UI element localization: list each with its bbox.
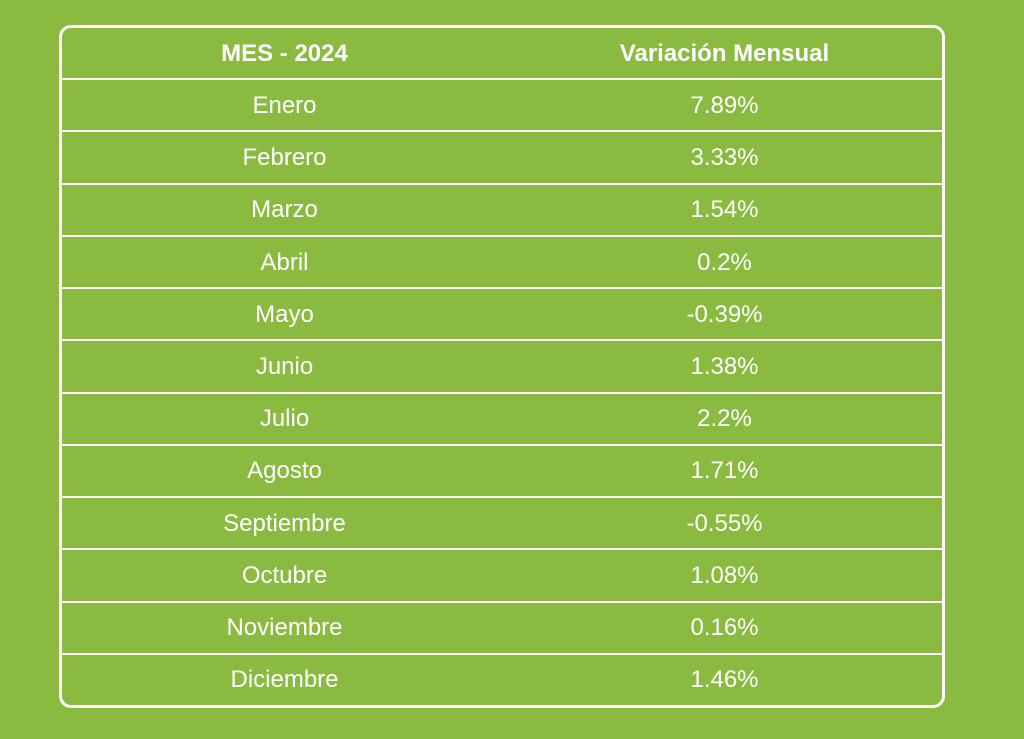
header-variation: Variación Mensual	[619, 39, 830, 67]
table-row: Enero 7.89%	[62, 78, 942, 130]
cell-variation: 1.38%	[690, 353, 759, 381]
table-row: Junio 1.38%	[62, 339, 942, 391]
cell-variation: -0.55%	[686, 509, 763, 537]
table-row: Agosto 1.71%	[62, 443, 942, 496]
cell-variation: 1.71%	[690, 457, 759, 485]
cell-variation: 2.2%	[697, 405, 752, 433]
cell-variation: 1.08%	[690, 561, 759, 589]
cell-month: Marzo	[251, 196, 318, 224]
monthly-variation-table: MES - 2024 Variación Mensual Enero 7.89% F…	[59, 25, 945, 708]
cell-month: Febrero	[242, 144, 327, 172]
table-row: Septiembre -0.55%	[62, 496, 942, 548]
table-row: Julio 2.2%	[62, 391, 942, 444]
cell-variation: 7.89%	[690, 91, 759, 119]
table-row: Abril 0.2%	[62, 234, 942, 287]
cell-month: Septiembre	[223, 509, 346, 537]
cell-month: Agosto	[247, 457, 322, 485]
cell-variation: -0.39%	[686, 300, 763, 328]
cell-month: Diciembre	[230, 666, 339, 694]
cell-month: Junio	[255, 353, 314, 381]
table-row: Marzo 1.54%	[62, 182, 942, 235]
table-row: Diciembre 1.46%	[62, 652, 942, 705]
cell-variation: 3.33%	[690, 144, 759, 172]
cell-month: Abril	[260, 248, 309, 276]
cell-month: Julio	[259, 405, 310, 433]
cell-variation: 1.54%	[690, 196, 759, 224]
cell-month: Enero	[252, 91, 317, 119]
header-month: MES - 2024	[221, 39, 348, 67]
cell-month: Mayo	[255, 300, 314, 328]
cell-variation: 0.16%	[690, 614, 759, 642]
table-row: Noviembre 0.16%	[62, 600, 942, 653]
table-row: Octubre 1.08%	[62, 548, 942, 600]
cell-month: Octubre	[241, 561, 328, 589]
table-row: Mayo -0.39%	[62, 287, 942, 339]
cell-month: Noviembre	[226, 614, 343, 642]
cell-variation: 1.46%	[690, 666, 759, 694]
table-header-row: MES - 2024 Variación Mensual	[62, 28, 942, 78]
table-row: Febrero 3.33%	[62, 130, 942, 182]
cell-variation: 0.2%	[697, 248, 752, 276]
